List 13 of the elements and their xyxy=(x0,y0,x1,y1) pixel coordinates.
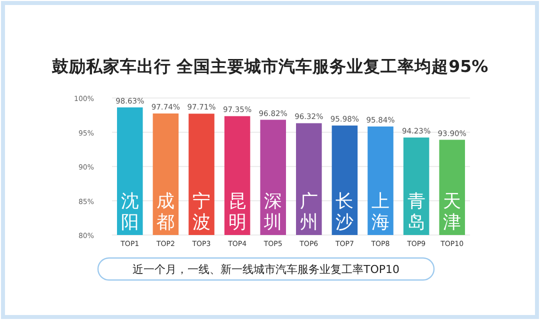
annotation: 宁波 xyxy=(192,191,210,233)
annotation: 天津 xyxy=(443,191,462,233)
annotation: 长沙 xyxy=(336,191,354,233)
annotation: 沈阳 xyxy=(120,191,139,233)
chart-title: 鼓励私家车出行 全国主要城市汽车服务业复工率均超95% xyxy=(50,57,489,76)
annotation: 深圳 xyxy=(263,191,282,233)
annotation: 成都 xyxy=(156,191,175,233)
x-axis-title: 近一个月，一线、新一线城市汽车服务业复工率TOP10 xyxy=(132,263,400,276)
annotation: 昆明 xyxy=(228,191,246,233)
annotation: 上海 xyxy=(372,191,390,233)
annotation: 青岛 xyxy=(407,191,426,233)
annotation: 广州 xyxy=(300,191,318,233)
xlabel: 近一个月，一线、新一线城市汽车服务业复工率TOP10 xyxy=(97,257,435,281)
